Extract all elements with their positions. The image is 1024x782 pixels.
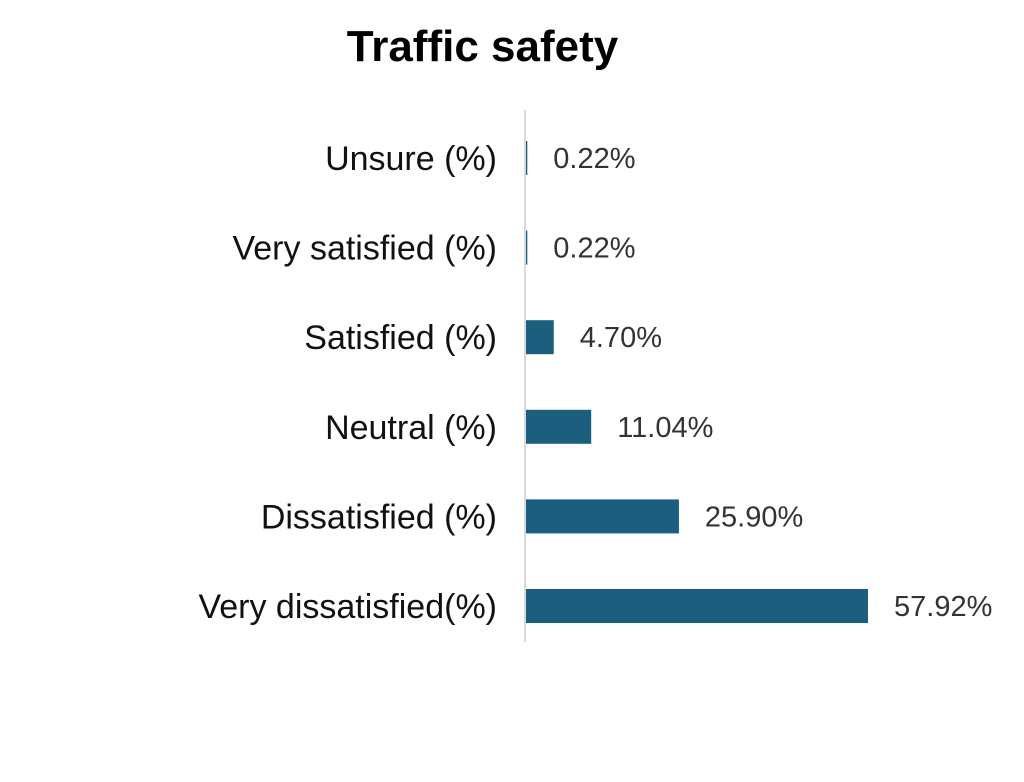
bar: [526, 230, 528, 265]
category-label: Satisfied (%): [304, 319, 497, 357]
data-label: 11.04%: [617, 412, 713, 444]
data-label: 57.92%: [894, 591, 992, 623]
category-label: Unsure (%): [325, 140, 497, 178]
bar: [526, 320, 554, 355]
bar: [526, 499, 679, 534]
bars: [526, 141, 868, 623]
category-label: Neutral (%): [325, 409, 497, 447]
data-label: 0.22%: [553, 233, 635, 265]
category-label: Dissatisfied (%): [261, 498, 497, 536]
bar: [526, 589, 868, 623]
data-label: 4.70%: [580, 322, 662, 354]
data-label: 0.22%: [553, 143, 635, 175]
data-labels: 0.22% 0.22% 4.70% 11.04% 25.90% 57.92%: [553, 143, 992, 623]
category-labels: Unsure (%) Very satisfied (%) Satisfied (%…: [198, 140, 497, 626]
chart-title: Traffic safety: [346, 22, 619, 71]
bar: [526, 409, 592, 444]
category-label: Very dissatisfied(%): [198, 588, 497, 626]
data-label: 25.90%: [705, 501, 803, 533]
bar: [526, 141, 528, 175]
category-label: Very satisfied (%): [232, 230, 497, 268]
